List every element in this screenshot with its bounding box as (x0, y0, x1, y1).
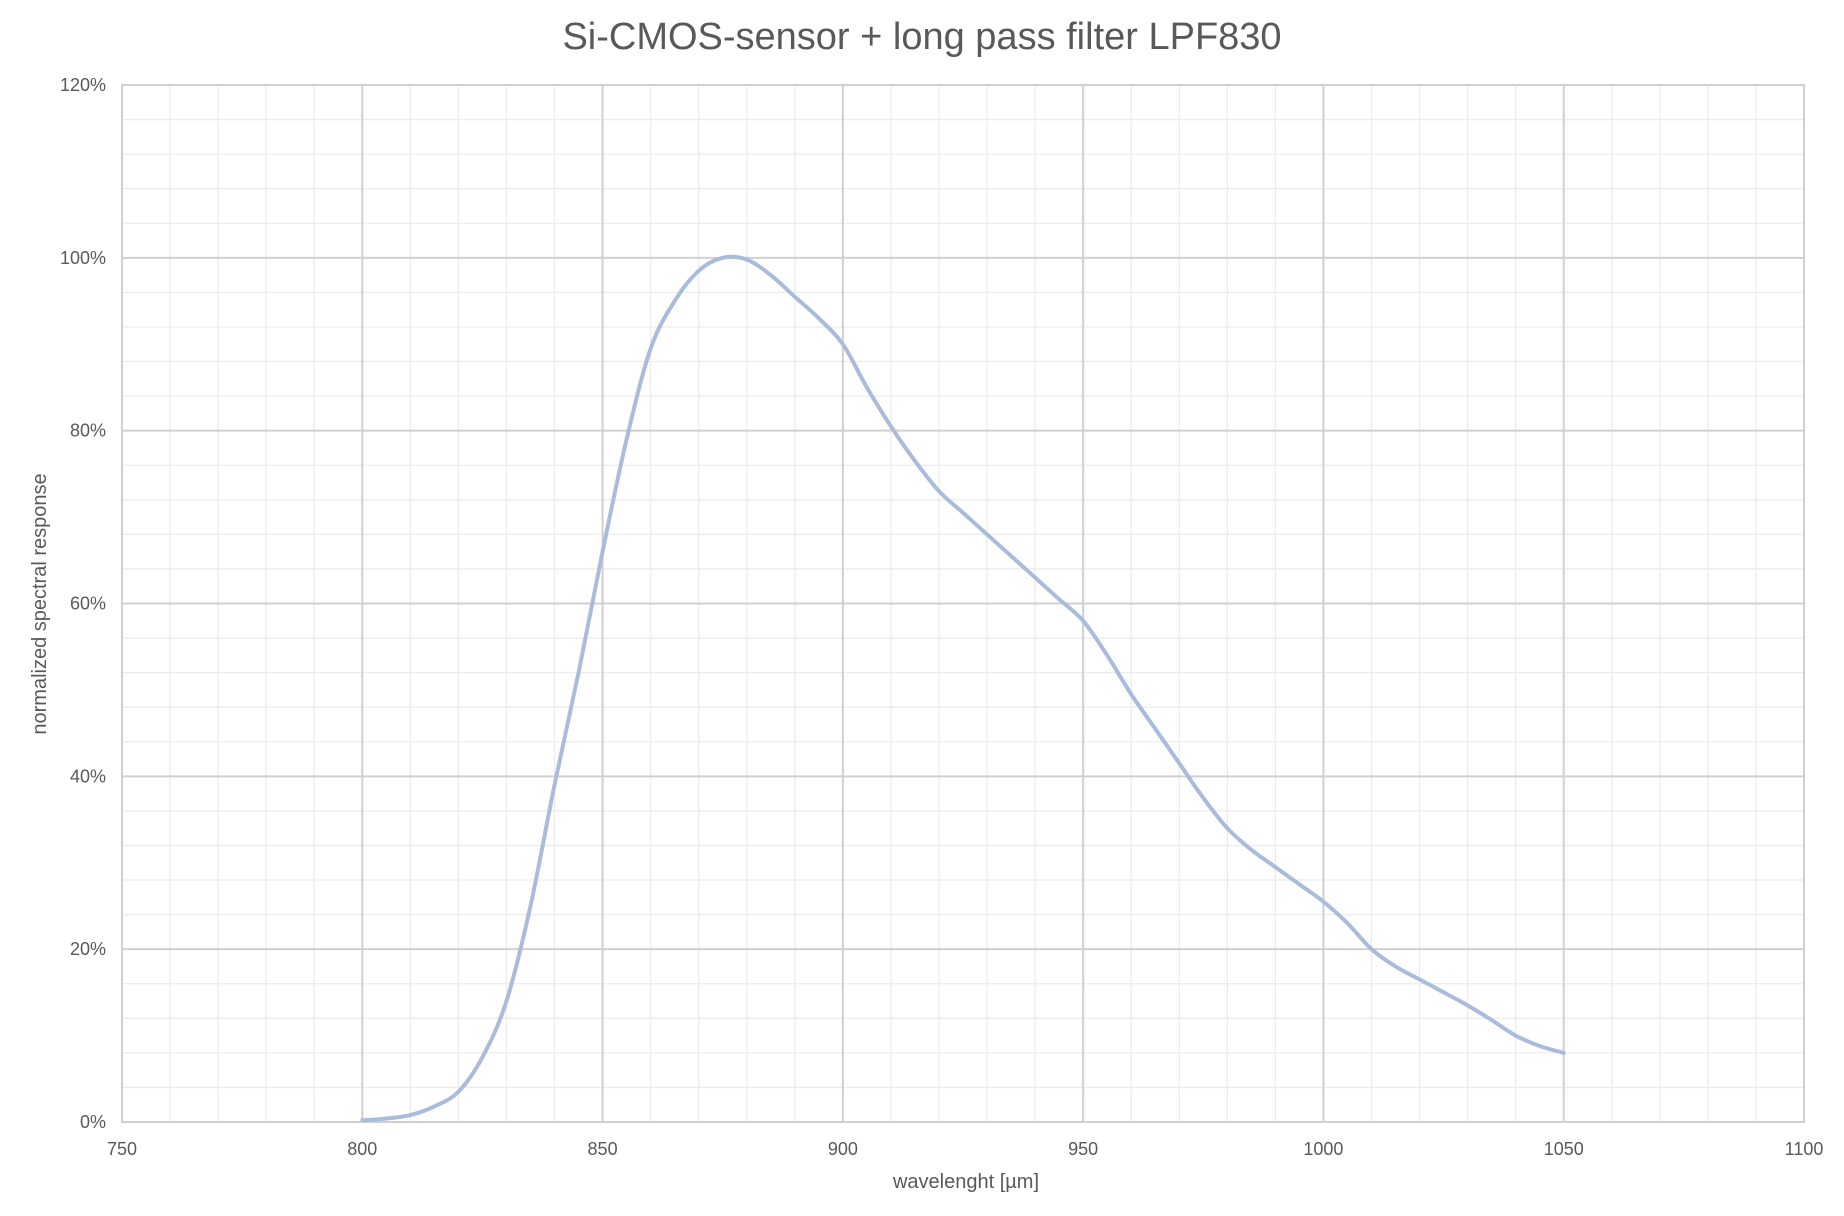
x-tick-label: 1000 (1303, 1139, 1343, 1159)
y-axis-title: normalized spectral response (29, 473, 51, 734)
plot-area-frame (121, 84, 1805, 1123)
series-layer (360, 254, 1566, 1123)
x-axis-tick-labels: 750 800 850 900 950 1000 1050 1100 (107, 1139, 1823, 1159)
y-tick-label: 40% (70, 766, 106, 786)
major-gridlines (121, 84, 1805, 1123)
x-tick-label: 750 (107, 1139, 137, 1159)
y-tick-label: 20% (70, 939, 106, 959)
y-tick-label: 0% (80, 1112, 106, 1132)
chart-title: Si-CMOS-sensor + long pass filter LPF830 (562, 16, 1281, 58)
x-tick-label: 900 (828, 1139, 858, 1159)
x-tick-label: 850 (588, 1139, 618, 1159)
y-tick-label: 60% (70, 594, 106, 614)
y-axis-tick-labels: 0% 20% 40% 60% 80% 100% 120% (60, 75, 106, 1132)
series-line-0 (360, 254, 1566, 1123)
y-tick-label: 100% (60, 248, 106, 268)
x-axis-title: wavelenght [µm] (892, 1171, 1039, 1193)
x-tick-label: 950 (1068, 1139, 1098, 1159)
x-tick-label: 1050 (1544, 1139, 1584, 1159)
x-tick-label: 800 (347, 1139, 377, 1159)
y-tick-label: 80% (70, 421, 106, 441)
x-tick-label: 1100 (1785, 1139, 1824, 1159)
y-tick-label: 120% (60, 75, 106, 95)
